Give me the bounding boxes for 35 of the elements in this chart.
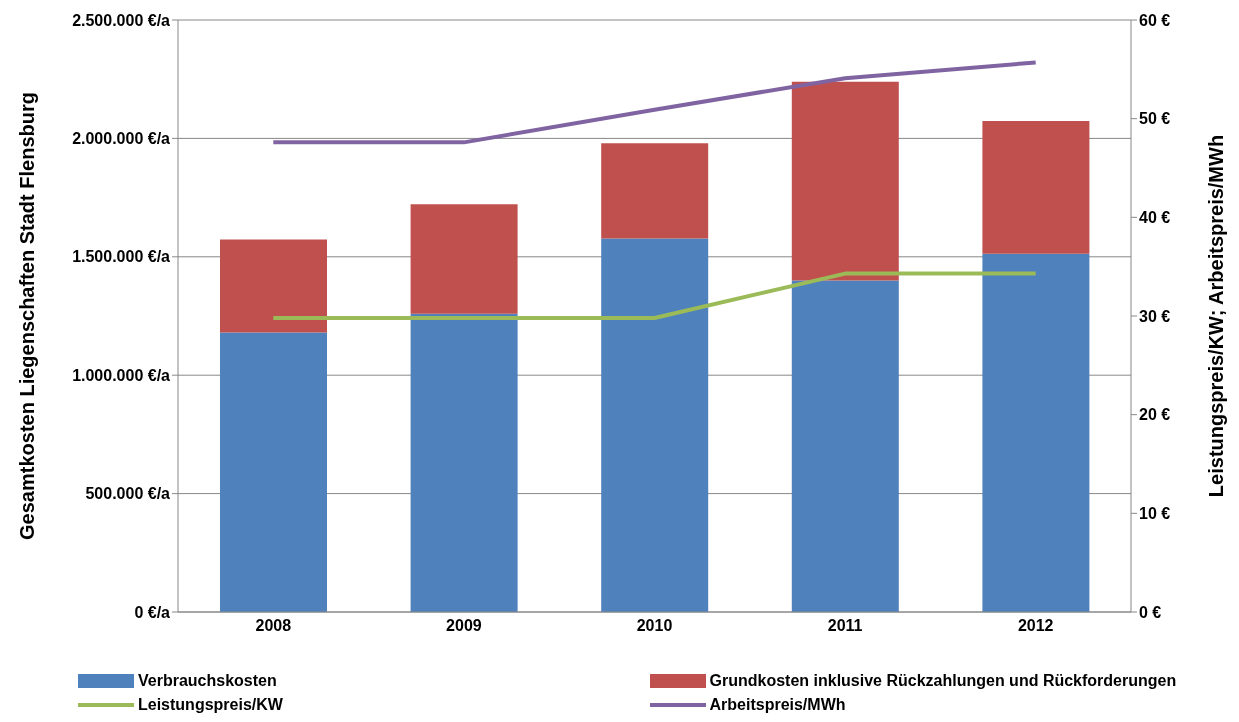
x-tick-label: 2012 [1017,617,1054,635]
legend-label: Leistungspreis/KW [138,696,283,714]
y-tick-label: 0 €/a [134,603,171,621]
bar [410,313,518,612]
y2-tick-label: 30 € [1139,307,1171,325]
x-tick-label: 2009 [446,617,482,635]
y2-tick-label: 0 € [1139,603,1162,621]
y-tick-label: 500.000 €/a [85,485,171,503]
legend-label: Grundkosten inklusive Rückzahlungen und Rückforderungen [709,672,1177,690]
legend-label: Verbrauchskosten [138,672,277,690]
y2-tick-label: 10 € [1139,505,1171,523]
bar [601,143,709,239]
x-tick-label: 2011 [827,617,863,635]
bar [220,239,327,333]
bar [791,81,899,281]
bar [410,204,518,314]
y-tick-label: 2.500.000 €/a [72,11,171,29]
y-axis-title: Gesamtkosten Liegenschaften Stadt Flensburg [16,92,39,540]
bar [982,253,1090,612]
y-tick-label: 2.000.000 €/a [72,130,171,148]
bar [220,332,327,612]
y2-tick-label: 20 € [1139,406,1171,424]
x-tick-label: 2008 [255,617,292,635]
y2-tick-label: 50 € [1139,110,1171,128]
x-tick-label: 2010 [636,617,673,635]
bar [982,121,1090,254]
y2-tick-label: 40 € [1139,209,1171,227]
y2-axis-title: Leistungspreis/KW; Arbeitspreis/MWh [1205,134,1228,498]
bar [601,238,709,612]
legend-label: Arbeitspreis/MWh [709,696,846,714]
line-series [271,60,1038,145]
bar [791,280,899,612]
y2-tick-label: 60 € [1139,11,1171,29]
y-tick-label: 1.500.000 €/a [72,248,171,266]
y-tick-label: 1.000.000 €/a [72,366,171,384]
